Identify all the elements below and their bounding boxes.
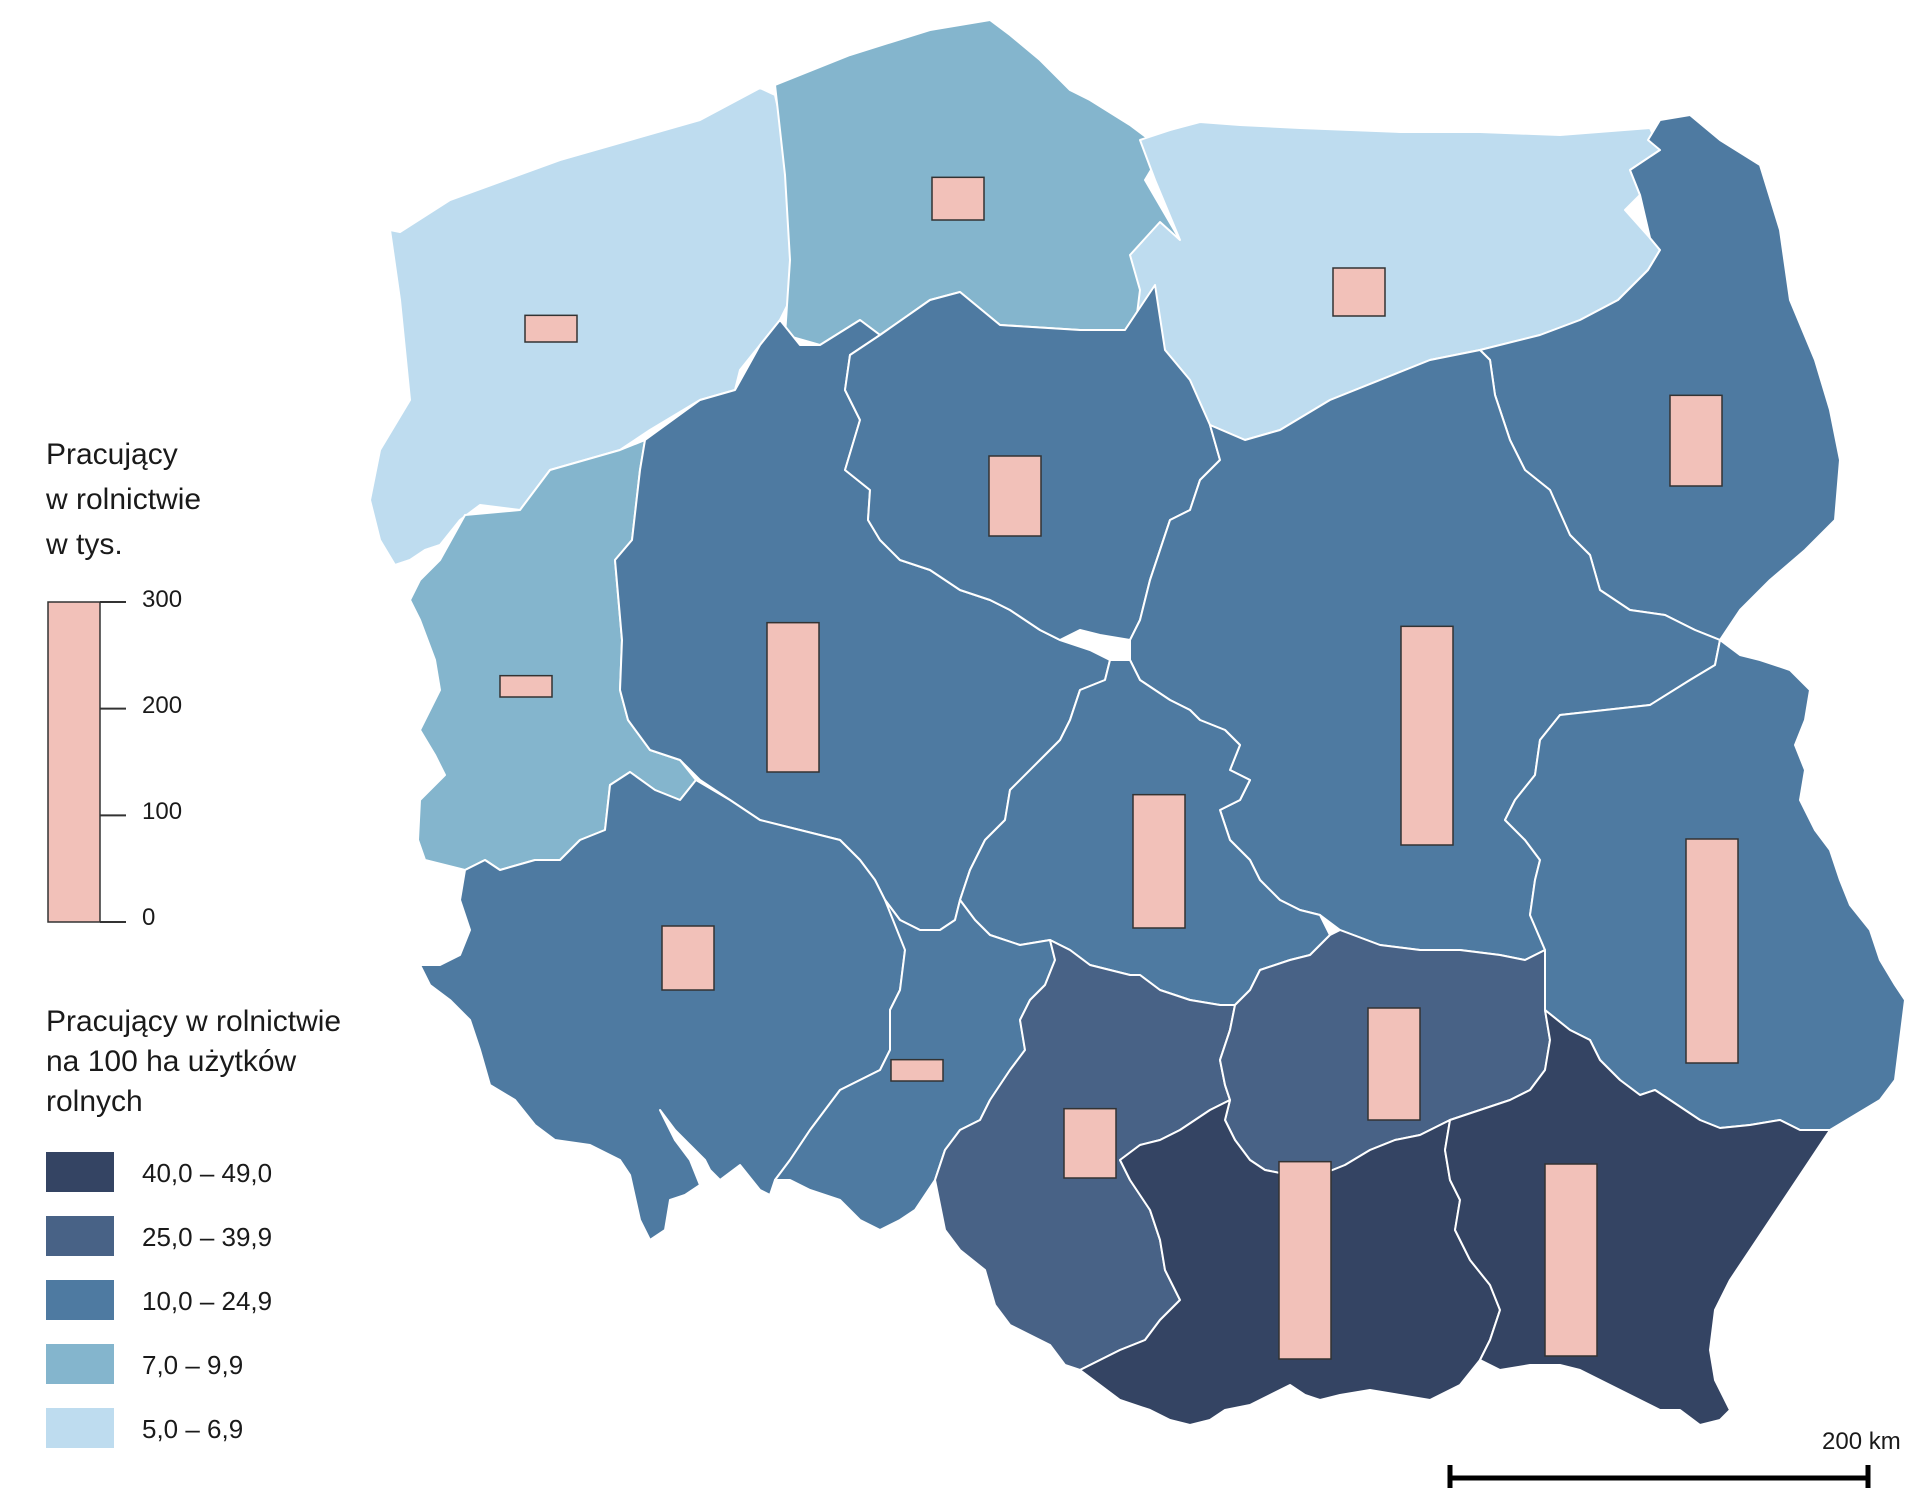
class-label-2: 25,0 – 39,9 [142, 1222, 273, 1252]
bar-lubuskie [499, 674, 553, 698]
bar-lubelskie [1685, 838, 1739, 1064]
class-swatch-2 [46, 1216, 114, 1256]
bar-legend-scale [47, 601, 126, 923]
bar-podlaskie [1669, 394, 1723, 487]
bar-swietokrzyskie [1367, 1007, 1421, 1121]
class-label-5: 5,0 – 6,9 [142, 1414, 244, 1444]
region-zachodniopomorskie [369, 87, 811, 566]
bar-legend-tick-100: 100 [142, 798, 183, 825]
class-swatch-4 [46, 1344, 114, 1384]
bar-podkarpackie [1544, 1163, 1598, 1357]
region-podkarpackie [1444, 1009, 1831, 1426]
bar-dolnoslaskie [661, 925, 715, 991]
bar-opolskie [890, 1058, 944, 1082]
scale-bar [1447, 1465, 1871, 1488]
bar-legend-title: Pracujący w rolnictwie w tys. [46, 438, 202, 561]
bar-pomorskie [931, 176, 985, 221]
scale-bar-label: 200 km [1822, 1428, 1901, 1455]
bar-zachodniopomorskie [524, 314, 578, 343]
bar-legend-tick-200: 200 [142, 692, 183, 719]
bar-kujawsko-pomorskie [988, 455, 1042, 537]
class-label-4: 7,0 – 9,9 [142, 1350, 244, 1380]
bar-lodzkie [1132, 793, 1186, 929]
class-label-1: 40,0 – 49,0 [142, 1158, 273, 1188]
class-swatch-1 [46, 1152, 114, 1192]
region-dolnoslaskie [419, 771, 906, 1241]
voivodeships-layer [369, 19, 1906, 1426]
bar-legend-reference-bar [47, 601, 101, 923]
bar-mazowieckie [1400, 625, 1454, 846]
class-swatch-5 [46, 1408, 114, 1448]
class-label-3: 10,0 – 24,9 [142, 1286, 273, 1316]
bar-malopolskie [1278, 1160, 1332, 1360]
bar-warminsko-mazurskie [1332, 267, 1386, 317]
bar-slaskie [1063, 1107, 1117, 1179]
bars-layer [499, 176, 1739, 1360]
class-legend-title: Pracujący w rolnictwie na 100 ha użytków… [46, 1005, 342, 1118]
class-swatch-3 [46, 1280, 114, 1320]
bar-legend-tick-300: 300 [142, 586, 183, 613]
bar-wielkopolskie [766, 621, 820, 773]
bar-legend-tick-0: 0 [142, 904, 156, 931]
